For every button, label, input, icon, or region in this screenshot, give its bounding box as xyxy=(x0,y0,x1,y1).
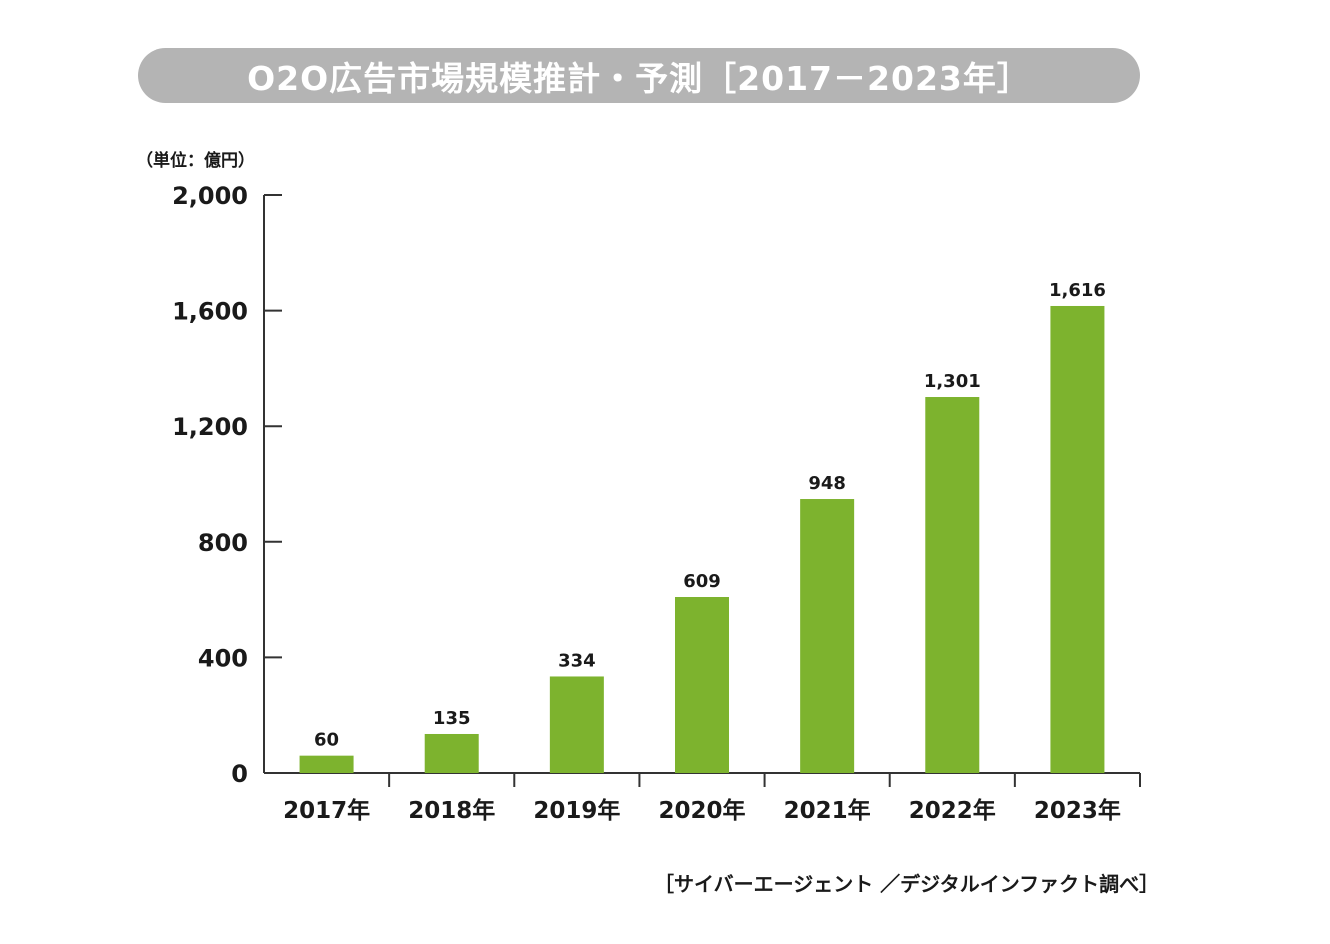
x-tick-label: 2021年 xyxy=(784,797,871,824)
y-tick-label: 0 xyxy=(231,760,248,788)
x-axis: 2017年 2018年 2019年 2020年 2021年 2022年 2023年 xyxy=(264,772,1141,824)
bar xyxy=(549,676,604,773)
x-tick-label: 2022年 xyxy=(909,797,996,824)
chart-title-banner: O2O広告市場規模推計・予測［2017－2023年］ xyxy=(138,48,1140,103)
bar-value-label: 334 xyxy=(558,650,596,671)
bar xyxy=(675,596,729,773)
y-tick-label: 2,000 xyxy=(172,182,248,210)
bars xyxy=(299,305,1105,773)
bar xyxy=(800,499,855,773)
bar xyxy=(299,755,354,773)
bar-value-label: 609 xyxy=(683,571,721,592)
x-tick-label: 2020年 xyxy=(658,797,745,824)
unit-label: （単位：億円） xyxy=(136,151,255,171)
y-tick-label: 1,600 xyxy=(172,298,248,326)
source-note: ［サイバーエージェント ／デジタルインファクト調べ］ xyxy=(654,872,1160,896)
x-tick-label: 2023年 xyxy=(1034,797,1121,824)
x-tick-label: 2018年 xyxy=(408,797,495,824)
bar xyxy=(925,397,980,773)
bar-value-label: 135 xyxy=(433,708,471,729)
bar xyxy=(424,733,479,773)
data-labels: 60 135 334 609 948 1,301 1,616 xyxy=(314,280,1106,751)
bar-value-label: 948 xyxy=(808,473,846,494)
bar-value-label: 60 xyxy=(314,730,339,751)
y-axis: 0 400 800 1,200 1,600 2,000 xyxy=(172,182,282,788)
y-tick-label: 1,200 xyxy=(172,413,248,441)
y-tick-label: 800 xyxy=(198,529,248,557)
chart-title: O2O広告市場規模推計・予測［2017－2023年］ xyxy=(247,58,1031,98)
bar-value-label: 1,616 xyxy=(1049,280,1106,301)
x-tick-label: 2017年 xyxy=(283,797,370,824)
bar-value-label: 1,301 xyxy=(924,371,981,392)
x-tick-label: 2019年 xyxy=(533,797,620,824)
bar xyxy=(1050,305,1105,773)
y-tick-label: 400 xyxy=(198,644,248,672)
